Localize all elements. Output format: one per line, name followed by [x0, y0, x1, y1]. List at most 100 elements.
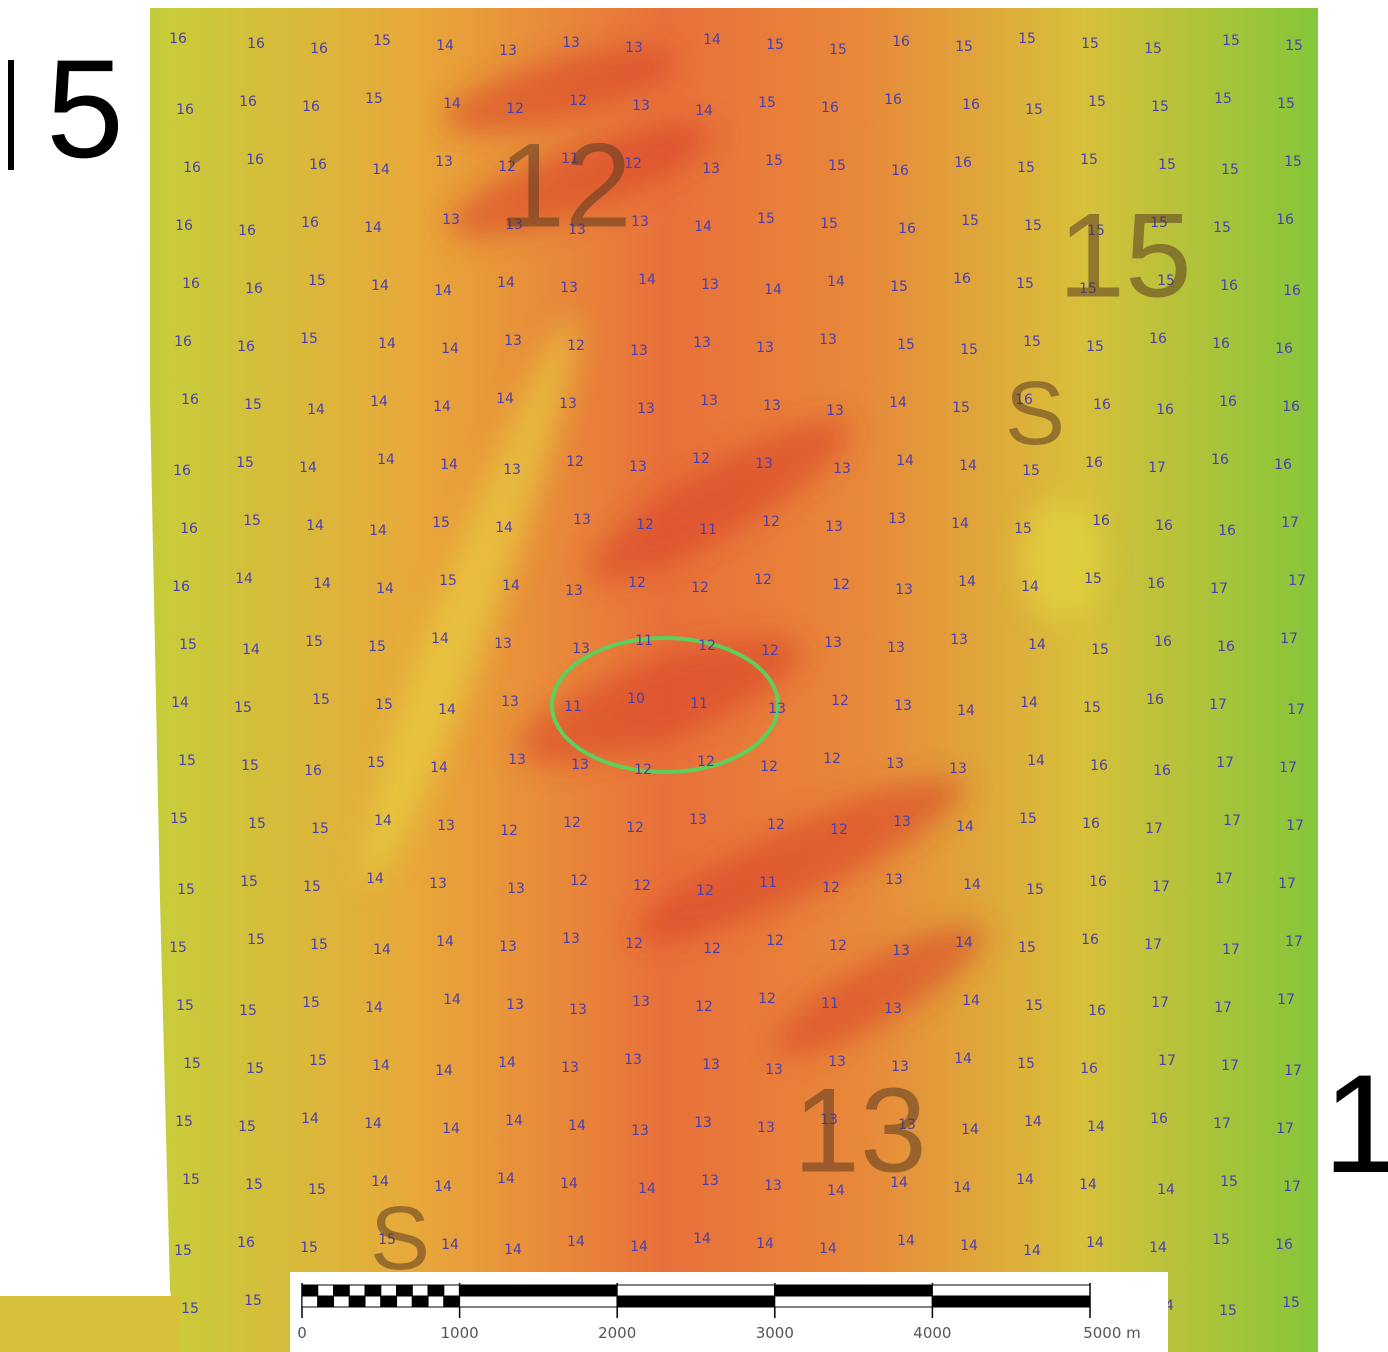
sounding: 14	[364, 1116, 382, 1132]
sounding: 15	[820, 216, 838, 232]
sounding: 15	[368, 639, 386, 655]
sounding: 16	[1276, 212, 1294, 228]
sounding: 13	[884, 1001, 902, 1017]
sounding: 16	[962, 97, 980, 113]
sounding: 13	[507, 881, 525, 897]
sounding: 13	[755, 456, 773, 472]
sounding: 12	[570, 873, 588, 889]
sounding: 17	[1158, 1053, 1176, 1069]
sounding: 13	[562, 931, 580, 947]
sounding: 14	[1016, 1172, 1034, 1188]
sounding: 15	[890, 279, 908, 295]
sounding: 12	[760, 759, 778, 775]
sounding: 15	[234, 700, 252, 716]
scale-segment	[774, 1295, 933, 1308]
sounding: 15	[765, 153, 783, 169]
sounding: 12	[762, 514, 780, 530]
sounding: 16	[1088, 1003, 1106, 1019]
sounding: 13	[562, 35, 580, 51]
sounding: 15	[1285, 38, 1303, 54]
sounding: 16	[1155, 518, 1173, 534]
sounding: 14	[957, 703, 975, 719]
sounding: 13	[501, 694, 519, 710]
sounding: 13	[503, 462, 521, 478]
sounding: 13	[624, 1052, 642, 1068]
sounding: 15	[310, 937, 328, 953]
sounding: 12	[758, 991, 776, 1007]
sounding: 12	[625, 936, 643, 952]
sounding: 12	[831, 693, 849, 709]
sounding: 15	[1151, 99, 1169, 115]
sounding: 13	[888, 511, 906, 527]
scale-label: 0	[297, 1324, 307, 1342]
sounding: 12	[697, 754, 715, 770]
sounding: 13	[560, 280, 578, 296]
scale-segment	[333, 1284, 350, 1297]
sounding: 16	[1283, 283, 1301, 299]
sounding: 14	[443, 992, 461, 1008]
sounding: 15	[1212, 1232, 1230, 1248]
sounding: 15	[238, 1119, 256, 1135]
sounding: 15	[378, 1232, 396, 1248]
sounding: 16	[953, 271, 971, 287]
sounding: 13	[625, 40, 643, 56]
sounding: 12	[695, 999, 713, 1015]
sounding: 13	[629, 459, 647, 475]
sounding: 15	[432, 515, 450, 531]
sounding: 12	[754, 572, 772, 588]
sounding: 14	[373, 942, 391, 958]
sounding: 13	[825, 519, 843, 535]
sounding: 16	[1089, 874, 1107, 890]
sounding: 14	[371, 1174, 389, 1190]
sounding: 12	[506, 101, 524, 117]
sounding: 15	[1084, 571, 1102, 587]
sounding: 15	[1213, 220, 1231, 236]
sounding: 15	[955, 39, 973, 55]
zone-label: 13	[793, 1064, 926, 1198]
sounding: 15	[1079, 281, 1097, 297]
sounding: 12	[566, 454, 584, 470]
sounding: 17	[1144, 937, 1162, 953]
sounding: 13	[820, 1112, 838, 1128]
sounding: 14	[693, 1231, 711, 1247]
sounding: 12	[767, 817, 785, 833]
sounding: 13	[435, 154, 453, 170]
sounding: 16	[1211, 452, 1229, 468]
sounding: 13	[701, 1173, 719, 1189]
sounding: 13	[694, 1115, 712, 1131]
scale-segment	[333, 1295, 350, 1308]
scale-segment	[616, 1295, 776, 1308]
sounding: 17	[1223, 813, 1241, 829]
sounding: 16	[172, 579, 190, 595]
sounding: 13	[833, 461, 851, 477]
sounding: 17	[1213, 1116, 1231, 1132]
sounding: 15	[1018, 31, 1036, 47]
scale-label: 4000	[913, 1324, 951, 1342]
sounding: 13	[631, 1123, 649, 1139]
sounding: 16	[1081, 932, 1099, 948]
sounding: 15	[302, 995, 320, 1011]
sounding: 13	[631, 214, 649, 230]
sounding: 10	[627, 691, 645, 707]
sounding: 13	[504, 333, 522, 349]
sounding: 15	[373, 33, 391, 49]
sounding: 16	[183, 160, 201, 176]
sounding: 14	[956, 819, 974, 835]
sounding: 13	[828, 1054, 846, 1070]
sounding: 15	[236, 455, 254, 471]
sounding: 14	[890, 1175, 908, 1191]
sounding: 16	[1153, 763, 1171, 779]
sounding: 12	[569, 93, 587, 109]
sounding: 14	[377, 452, 395, 468]
scale-segment	[411, 1295, 429, 1308]
sounding: 15	[1081, 36, 1099, 52]
sounding: 14	[638, 1181, 656, 1197]
scale-segment	[931, 1295, 1091, 1308]
sounding: 15	[1158, 157, 1176, 173]
sounding: 14	[365, 1000, 383, 1016]
sounding: 15	[1083, 700, 1101, 716]
sounding: 17	[1148, 460, 1166, 476]
sounding: 12	[567, 338, 585, 354]
sounding: 12	[698, 638, 716, 654]
